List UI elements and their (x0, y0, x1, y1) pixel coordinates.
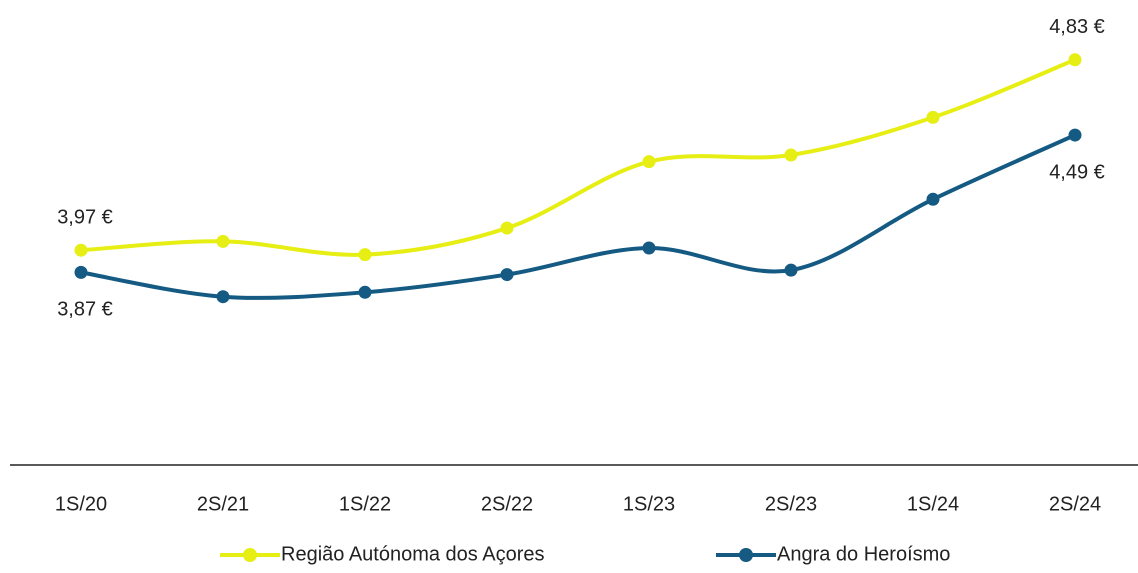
x-tick-label: 2S/23 (765, 493, 817, 515)
x-tick-label: 1S/24 (907, 493, 959, 515)
x-tick-label: 2S/21 (197, 493, 249, 515)
data-label: 3,87 € (57, 299, 113, 321)
data-label: 3,97 € (57, 206, 113, 228)
data-label: 4,83 € (1049, 16, 1105, 38)
point (500, 268, 514, 282)
point (500, 221, 514, 235)
point (642, 241, 656, 255)
point (358, 285, 372, 299)
point (74, 243, 88, 257)
x-tick-label: 2S/22 (481, 493, 533, 515)
point (1068, 128, 1082, 142)
line (80, 57, 1076, 257)
point (358, 248, 372, 262)
point (642, 155, 656, 169)
point (1068, 53, 1082, 67)
legend-label: Região Autónoma dos Açores (281, 543, 545, 565)
point (926, 110, 940, 124)
legend-marker (243, 548, 257, 562)
x-tick-label: 1S/20 (55, 493, 107, 515)
point (216, 290, 230, 304)
point (926, 192, 940, 206)
legend-label: Angra do Heroísmo (777, 543, 950, 565)
x-tick-label: 1S/23 (623, 493, 675, 515)
point (784, 263, 798, 277)
data-label: 4,49 € (1049, 161, 1105, 183)
x-tick-label: 1S/22 (339, 493, 391, 515)
point (216, 234, 230, 248)
x-tick-label: 2S/24 (1049, 493, 1101, 515)
point (74, 265, 88, 279)
legend-marker (739, 548, 753, 562)
point (784, 148, 798, 162)
line (80, 133, 1076, 300)
